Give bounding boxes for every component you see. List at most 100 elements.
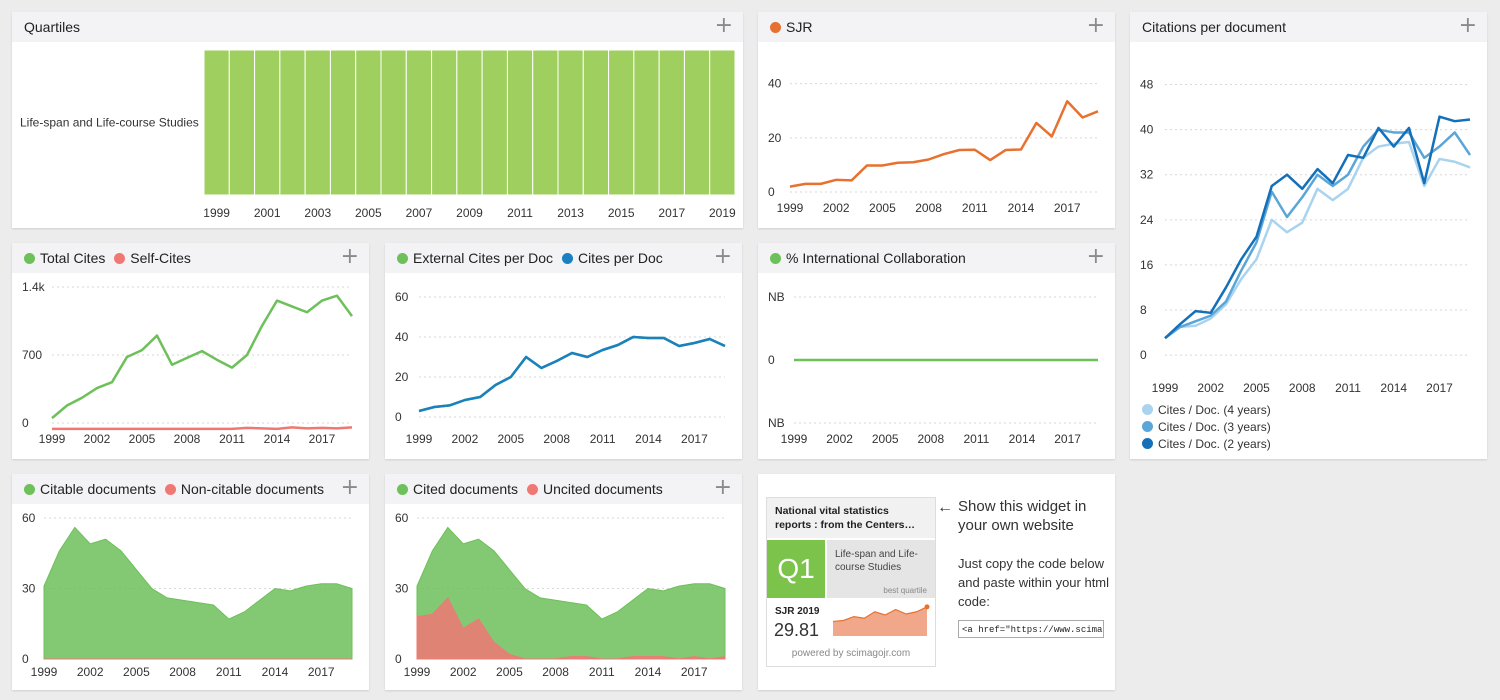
y-tick-label: 700 xyxy=(22,348,42,362)
sjr-card: SJR + 0 20 40 1999 2002 2005 2008 2011 2014 2017 xyxy=(758,12,1115,228)
widget-quartile: Q1 xyxy=(767,540,825,598)
y-tick-label: 0 xyxy=(395,652,402,666)
y-tick-label: 32 xyxy=(1140,168,1154,182)
chart-legend: Cited documents Uncited documents xyxy=(397,481,668,497)
x-tick-label: 2011 xyxy=(590,432,616,446)
quartile-cell xyxy=(582,49,610,196)
y-tick-label: 0 xyxy=(395,410,402,424)
chart-legend: Citable documents Non-citable documents xyxy=(24,481,329,497)
x-tick-label: 2014 xyxy=(264,432,291,446)
legend-label: External Cites per Doc xyxy=(413,250,554,266)
legend-dot xyxy=(561,253,573,264)
x-tick-label: 2002 xyxy=(452,432,479,446)
x-tick-label: 2014 xyxy=(635,665,662,679)
legend-label: Cites / Doc. (2 years) xyxy=(1158,437,1271,451)
y-tick-label: 60 xyxy=(395,511,409,525)
series-line xyxy=(1164,140,1471,340)
quartile-cell xyxy=(608,49,635,196)
quartile-cell xyxy=(683,49,711,196)
plus-icon[interactable]: + xyxy=(340,244,359,269)
series-line xyxy=(1164,115,1471,340)
legend-label: Total Cites xyxy=(40,250,106,266)
x-tick-label: 2017 xyxy=(1054,432,1081,446)
quartile-cell xyxy=(431,49,458,196)
y-tick-label: 24 xyxy=(1140,213,1154,227)
x-tick-label: 2005 xyxy=(1243,381,1270,395)
x-tick-label: 2002 xyxy=(826,432,853,446)
plus-icon[interactable]: + xyxy=(1458,13,1477,38)
legend-label: Citable documents xyxy=(40,481,156,497)
quartile-cell xyxy=(254,49,281,196)
quartiles-chart: Life-span and Life-course Studies 1999 200… xyxy=(20,49,736,220)
legend-dot xyxy=(114,253,126,264)
x-tick-label: 1999 xyxy=(203,206,230,220)
y-tick-label: 16 xyxy=(1140,258,1154,272)
series-line xyxy=(418,335,726,413)
card-header: Total Cites Self-Cites + xyxy=(12,243,369,273)
legend-dot xyxy=(397,484,408,495)
x-tick-label: 2008 xyxy=(543,432,570,446)
widget-powered-by: powered by scimagojr.com xyxy=(791,648,911,659)
x-tick-label: 2017 xyxy=(658,206,685,220)
plus-icon[interactable]: + xyxy=(713,475,732,500)
quartile-cell xyxy=(279,49,306,196)
card-header: % International Collaboration + xyxy=(758,243,1115,273)
x-tick-label: 2005 xyxy=(869,201,896,215)
x-tick-label: 2011 xyxy=(589,665,615,679)
plus-icon[interactable]: + xyxy=(714,13,733,38)
x-tick-label: 2014 xyxy=(1009,432,1036,446)
y-tick-label: 20 xyxy=(395,370,409,384)
legend-dot xyxy=(770,253,781,264)
quartile-cell xyxy=(355,49,382,196)
legend-label: Cites / Doc. (4 years) xyxy=(1158,403,1271,417)
legend-label: Self-Cites xyxy=(130,250,191,266)
plus-icon[interactable]: + xyxy=(340,475,359,500)
citable-documents-card: Citable documents Non-citable documents … xyxy=(12,474,369,690)
y-tick-label: 0 xyxy=(768,353,775,367)
x-tick-label: 2013 xyxy=(557,206,584,220)
legend-dot xyxy=(526,484,538,495)
chart-legend: % International Collaboration xyxy=(770,250,971,266)
series-line xyxy=(51,294,354,420)
x-tick-label: 2001 xyxy=(254,206,281,220)
external-cites-card: External Cites per Doc Cites per Doc + 0… xyxy=(385,243,742,459)
sparkline-area xyxy=(833,606,927,636)
plus-icon[interactable]: + xyxy=(1086,13,1105,38)
y-tick-label: 0 xyxy=(1140,348,1147,362)
quartile-cell xyxy=(481,49,508,196)
series-area xyxy=(43,526,353,660)
legend-label: Cites / Doc. (3 years) xyxy=(1158,420,1271,434)
legend-item: Cites / Doc. (3 years) xyxy=(1142,420,1271,434)
card-title: Quartiles xyxy=(24,19,81,35)
y-tick-label: 40 xyxy=(395,330,409,344)
legend-dot xyxy=(1142,404,1153,415)
quartile-cell xyxy=(203,49,230,196)
journal-widget[interactable]: National vital statistics reports : from… xyxy=(766,497,936,667)
x-tick-label: 2017 xyxy=(308,665,335,679)
quartile-cell xyxy=(633,49,660,196)
y-tick-label: 48 xyxy=(1140,78,1154,92)
international-collaboration-chart: NB 0 NB 1999 2002 2005 2008 2011 2014 2017 xyxy=(768,290,1098,446)
embed-code-input[interactable]: <a href="https://www.scimagojr.com/journ… xyxy=(958,620,1104,638)
widget-promo-title: Show this widget in your own website xyxy=(958,498,1087,534)
plus-icon[interactable]: + xyxy=(713,244,732,269)
y-tick-label: 60 xyxy=(22,511,36,525)
legend-item: Cites / Doc. (4 years) xyxy=(1142,403,1271,417)
legend-dot xyxy=(397,253,408,264)
legend-label: % International Collaboration xyxy=(786,250,966,266)
x-tick-label: 2014 xyxy=(1008,201,1035,215)
y-tick-label: NB xyxy=(768,290,785,304)
widget-sjr-label: SJR 2019 xyxy=(775,606,820,617)
y-tick-label: 60 xyxy=(395,290,409,304)
x-tick-label: 2011 xyxy=(507,206,533,220)
plus-icon[interactable]: + xyxy=(1086,244,1105,269)
card-header: Cited documents Uncited documents + xyxy=(385,474,742,504)
x-tick-label: 2003 xyxy=(304,206,331,220)
card-header: External Cites per Doc Cites per Doc + xyxy=(385,243,742,273)
citations-per-document-card: Citations per document + 0 8 16 24 32 40 48 199… xyxy=(1130,12,1487,459)
quartiles-card: Quartiles + Life-span and Life-course St… xyxy=(12,12,743,228)
chart-legend: SJR xyxy=(770,19,817,35)
widget-arrow: ← xyxy=(937,499,953,516)
quartile-cell xyxy=(329,49,357,196)
card-header: Citations per document + xyxy=(1130,12,1487,42)
